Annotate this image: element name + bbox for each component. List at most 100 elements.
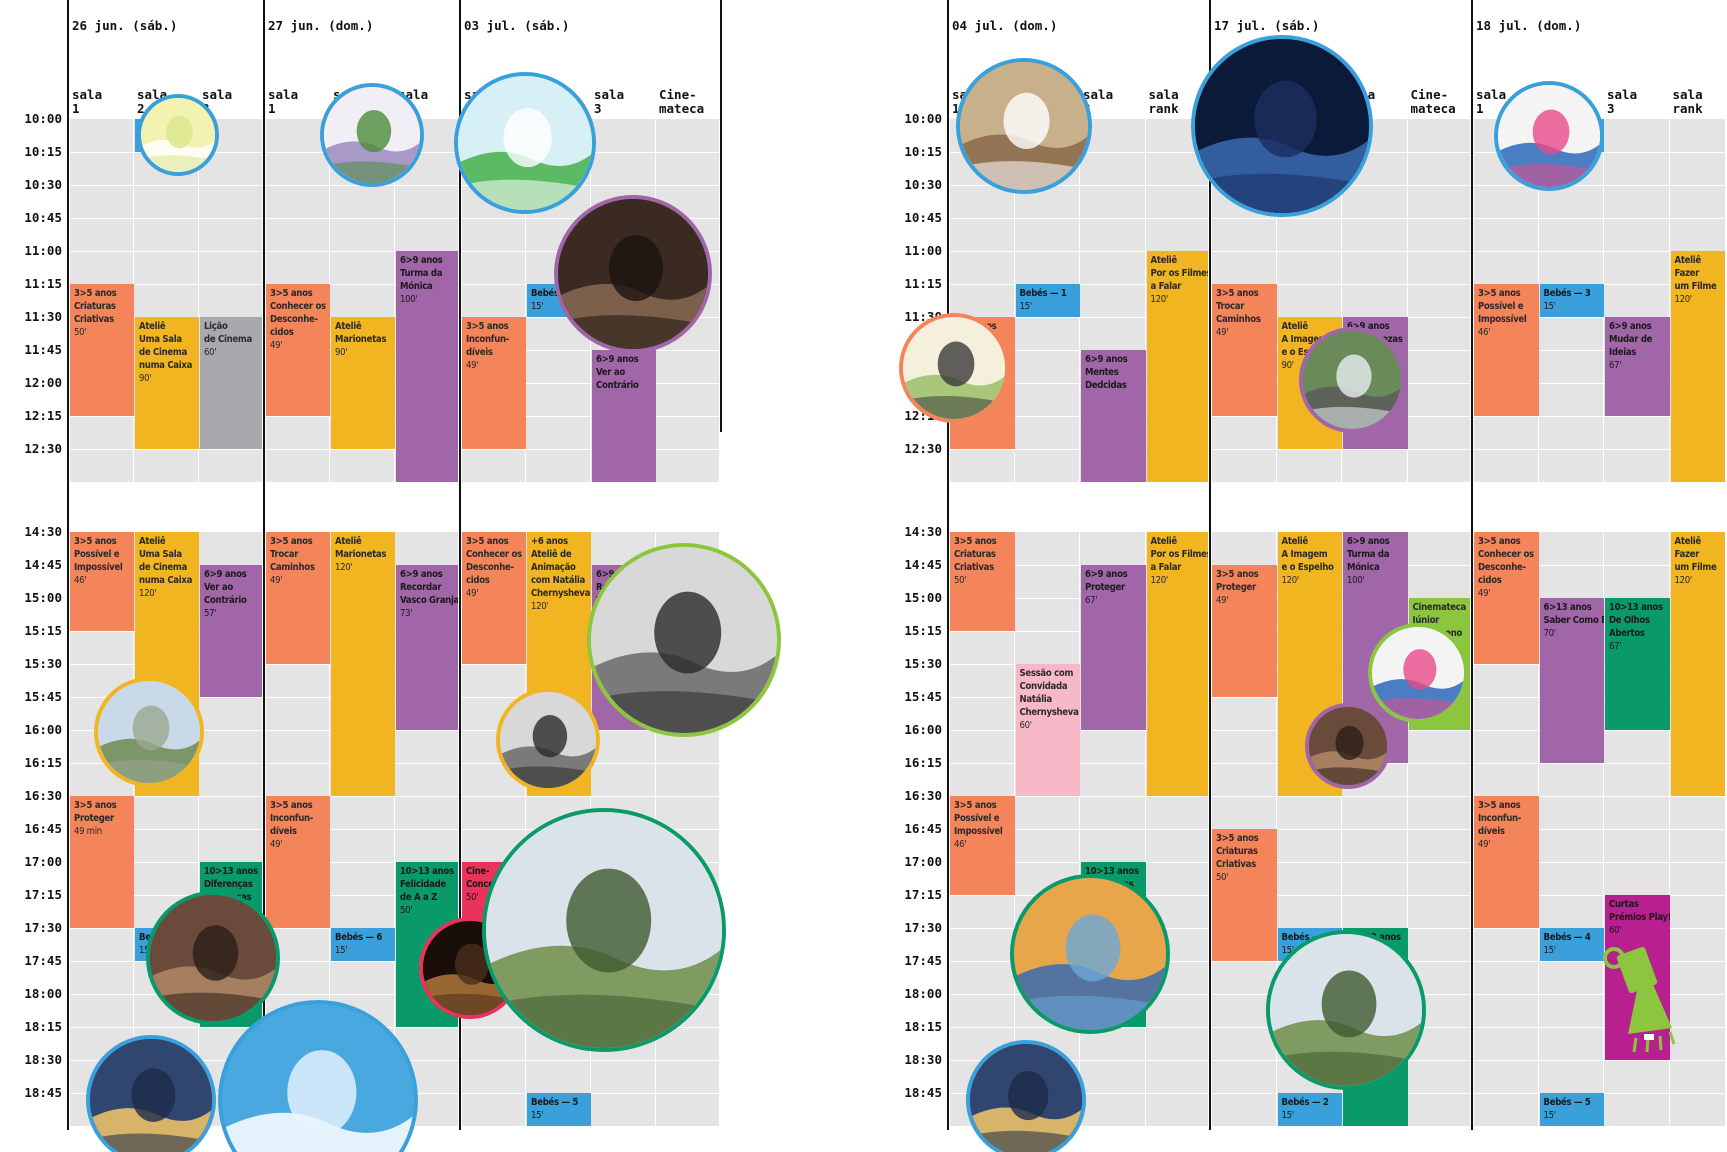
event-duration: 49' <box>466 588 479 599</box>
event-block[interactable]: Bebés — 3 15' <box>1539 284 1604 317</box>
event-title: Bebés — 4 <box>1543 932 1591 943</box>
day-separator <box>67 0 69 1130</box>
time-label: 10:15 <box>904 144 942 159</box>
event-block[interactable]: 3>5 anos Conhecer os Desconhe- cidos 49' <box>1474 532 1539 664</box>
event-block[interactable]: Ateliê Marionetas 90' <box>331 317 395 449</box>
still-snake-cartoon <box>454 72 596 214</box>
event-title: 3>5 anos Conhecer os Desconhe- cidos <box>1478 536 1534 586</box>
time-label: 15:30 <box>24 656 62 671</box>
event-block[interactable]: 6>9 anos Recordar Vasco Granja 73' <box>396 565 458 730</box>
event-duration: 49' <box>1216 327 1229 338</box>
time-label: 15:45 <box>904 689 942 704</box>
time-label: 17:15 <box>904 887 942 902</box>
event-duration: 90' <box>1281 360 1295 371</box>
event-block[interactable]: 6>9 anos Proteger 67' <box>1081 565 1146 730</box>
event-title: 6>9 anos Recordar Vasco Granja <box>400 569 458 606</box>
event-block[interactable]: 6>13 anos Saber Como É 70' <box>1539 598 1604 763</box>
time-label: 10:30 <box>904 177 942 192</box>
room-header: sala 1 <box>1476 87 1507 116</box>
event-title: 3>5 anos Possível e Impossível <box>1478 288 1527 325</box>
grid-row-line <box>266 961 458 963</box>
event-title: 3>5 anos Possível e Impossível <box>954 800 1003 837</box>
event-block[interactable]: Ateliê Por os Filmes a Falar 120' <box>1146 251 1208 482</box>
event-block[interactable]: 3>5 anos Inconfun- díveis 49' <box>462 317 526 449</box>
event-block[interactable]: 3>5 anos Possível e Impossível 46' <box>950 796 1015 895</box>
event-block[interactable]: 3>5 anos Proteger 49 min <box>70 796 134 928</box>
time-label: 16:00 <box>904 722 942 737</box>
event-block[interactable]: 3>5 anos Proteger 49' <box>1212 565 1277 697</box>
event-block[interactable]: Bebés — 4 15' <box>1539 928 1604 961</box>
event-duration: 49' <box>466 360 479 371</box>
event-duration: 15' <box>1543 301 1557 312</box>
event-block[interactable]: 6>9 anos Mudar de Ideias 67' <box>1605 317 1670 416</box>
event-block[interactable]: 3>5 anos Criaturas Criativas 50' <box>1212 829 1277 961</box>
day-header: 26 jun. (sáb.) <box>72 18 178 33</box>
event-block[interactable]: 3>5 anos Conhecer os Desconhe- cidos 49' <box>266 284 330 416</box>
event-title: 3>5 anos Conhecer os Desconhe- cidos <box>270 288 326 338</box>
event-block[interactable]: 3>5 anos Possível e Impossível 46' <box>70 532 134 631</box>
event-title: Bebés — 5 <box>531 1097 579 1108</box>
time-label: 18:00 <box>904 986 942 1001</box>
time-label: 10:45 <box>904 210 942 225</box>
grid-row-line <box>1474 895 1725 897</box>
event-block[interactable]: 6>9 anos Turma da Mónica 100' <box>396 251 458 482</box>
still-blue-creature <box>1494 81 1604 191</box>
still-lamp-cartoon <box>86 1035 216 1152</box>
event-duration: 120' <box>1281 575 1300 586</box>
event-title: Bebés — 3 <box>1543 288 1591 299</box>
event-block[interactable]: Ateliê Marionetas 120' <box>331 532 395 796</box>
event-title: +6 anos Ateliê de Animação com Natália C… <box>531 536 591 599</box>
event-title: Curtas Prémios Play! <box>1609 899 1670 923</box>
event-block[interactable]: 3>5 anos Criaturas Criativas 50' <box>950 532 1015 631</box>
time-label: 11:00 <box>904 243 942 258</box>
event-block[interactable]: Bebés — 5 15' <box>1539 1093 1604 1126</box>
event-duration: 67' <box>1609 641 1622 652</box>
event-block[interactable]: Lição de Cinema 60' <box>200 317 262 449</box>
event-block[interactable]: Ateliê Uma Sala de Cinema numa Caixa 90' <box>135 317 199 449</box>
time-label: 15:30 <box>904 656 942 671</box>
event-block[interactable]: 3>5 anos Criaturas Criativas 50' <box>70 284 134 416</box>
event-block[interactable]: 10>13 anos De Olhos Abertos 67' <box>1605 598 1670 730</box>
event-block[interactable]: 6>9 anos Ver ao Contrário 57' <box>200 565 262 697</box>
event-block[interactable]: Ateliê Fazer um Filme 120' <box>1670 251 1725 482</box>
event-block[interactable]: Sessão com Convidada Natália Chernysheva… <box>1015 664 1080 796</box>
event-title: 3>5 anos Conhecer os Desconhe- cidos <box>466 536 522 586</box>
event-title: 3>5 anos Trocar Caminhos <box>270 536 315 573</box>
event-title: Bebés — 2 <box>1281 1097 1329 1108</box>
event-block[interactable]: Bebés — 5 15' <box>527 1093 591 1126</box>
time-label: 15:00 <box>904 590 942 605</box>
event-title: 3>5 anos Criaturas Criativas <box>74 288 117 325</box>
event-block[interactable]: Bebés — 6 15' <box>331 928 395 961</box>
event-block[interactable]: 3>5 anos Trocar Caminhos 49' <box>266 532 330 664</box>
event-block[interactable]: Bebés — 1 15' <box>1015 284 1080 317</box>
time-label: 12:15 <box>24 408 62 423</box>
event-block[interactable]: 3>5 anos Trocar Caminhos 49' <box>1212 284 1277 416</box>
event-block[interactable]: 3>5 anos Possível e Impossível 46' <box>1474 284 1539 416</box>
event-duration: 100' <box>1347 575 1365 586</box>
event-block[interactable]: Ateliê Fazer um Filme 120' <box>1670 532 1725 796</box>
grid-row-line <box>70 218 262 220</box>
event-duration: 67' <box>1085 595 1098 606</box>
event-duration: 49' <box>270 575 283 586</box>
event-title: 10>13 anos De Olhos Abertos <box>1609 602 1663 639</box>
event-block[interactable]: 6>9 anos Mentes Dedcidas <box>1081 350 1146 482</box>
grid-row-line <box>1474 218 1725 220</box>
time-label: 14:30 <box>904 524 942 539</box>
still-kids-bikes <box>1266 930 1426 1090</box>
event-duration: 50' <box>74 327 87 338</box>
event-duration: 49' <box>1478 588 1491 599</box>
event-block[interactable]: 3>5 anos Inconfun- díveis 49' <box>1474 796 1539 928</box>
event-block[interactable]: 6>9 anos Ver ao Contrário <box>592 350 656 482</box>
event-block[interactable]: Ateliê Por os Filmes a Falar 120' <box>1146 532 1208 796</box>
grid-row-line <box>70 449 262 451</box>
time-label: 16:30 <box>24 788 62 803</box>
event-duration: 120' <box>1674 575 1693 586</box>
event-block[interactable]: Bebés — 2 15' <box>1277 1093 1342 1126</box>
event-title: 3>5 anos Inconfun- díveis <box>270 800 314 837</box>
event-block[interactable]: 3>5 anos Inconfun- díveis 49' <box>266 796 330 928</box>
time-label: 16:15 <box>904 755 942 770</box>
event-title: 3>5 anos Possível e Impossível <box>74 536 123 573</box>
event-block[interactable]: 3>5 anos Conhecer os Desconhe- cidos 49' <box>462 532 526 664</box>
event-title: Cine- Concerto <box>466 866 507 890</box>
grid-row-line <box>1474 961 1725 963</box>
